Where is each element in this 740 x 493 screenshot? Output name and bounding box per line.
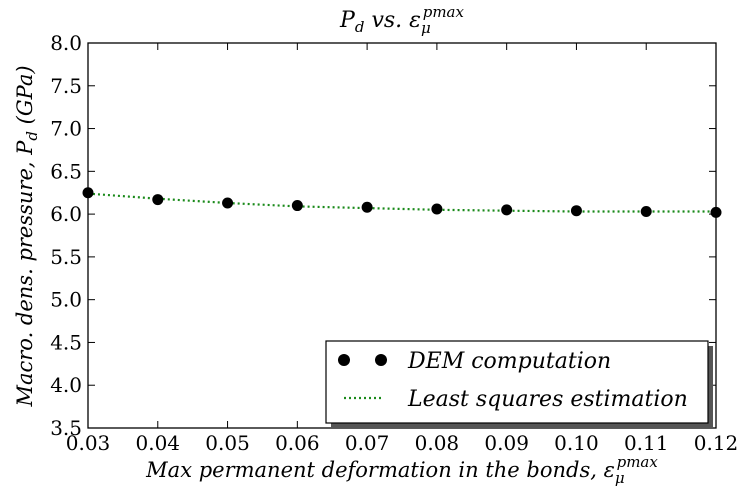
least-squares-line [87, 192, 716, 213]
x-axis-ticks: 0.03 0.04 0.05 0.06 0.07 0.08 0.09 0.10 0.11 0.12 [66, 43, 739, 455]
y-tick-label: 8.0 [50, 31, 82, 55]
x-tick-label: 0.06 [275, 431, 320, 455]
x-tick-label: 0.10 [554, 431, 599, 455]
dem-markers [82, 187, 722, 218]
y-tick-label: 6.0 [50, 202, 82, 226]
x-tick-label: 0.05 [205, 431, 250, 455]
x-tick-label: 0.07 [345, 431, 390, 455]
fit-series-line [87, 192, 716, 213]
x-tick-label: 0.11 [624, 431, 669, 455]
dem-point [640, 206, 652, 218]
dem-point [710, 206, 722, 218]
legend-marker-1b [375, 354, 387, 366]
dem-point [152, 194, 164, 206]
x-tick-label: 0.03 [66, 431, 111, 455]
chart-title: Pd vs. εμpmax [339, 3, 464, 37]
y-tick-label: 6.5 [50, 159, 82, 183]
legend: DEM computation Least squares estimation [325, 340, 713, 428]
dem-point [222, 197, 234, 209]
dem-point [82, 187, 94, 199]
y-tick-label: 4.5 [50, 330, 82, 354]
dem-point [361, 201, 373, 213]
dem-point [291, 200, 303, 212]
x-tick-label: 0.12 [694, 431, 739, 455]
y-axis-title: Macro. dens. pressure, Pd (GPa) [13, 65, 41, 407]
legend-label-fit: Least squares estimation [407, 387, 688, 412]
y-tick-label: 3.5 [50, 416, 82, 440]
y-tick-label: 7.0 [50, 117, 82, 141]
y-tick-label: 4.0 [50, 373, 82, 397]
dem-point [501, 204, 513, 216]
legend-marker-1a [338, 354, 350, 366]
x-tick-label: 0.09 [484, 431, 529, 455]
x-tick-label: 0.04 [136, 431, 181, 455]
y-tick-label: 5.0 [50, 288, 82, 312]
dem-point [570, 205, 582, 217]
x-tick-label: 0.08 [415, 431, 460, 455]
dem-point [431, 203, 443, 215]
y-tick-label: 7.5 [50, 74, 82, 98]
legend-box [325, 340, 709, 424]
x-axis-title: Max permanent deformation in the bonds, … [145, 453, 658, 487]
y-tick-label: 5.5 [50, 245, 82, 269]
legend-label-dem: DEM computation [407, 349, 611, 374]
y-axis-ticks: 3.5 4.0 4.5 5.0 5.5 6.0 6.5 7.0 7.5 8.0 [50, 31, 716, 440]
